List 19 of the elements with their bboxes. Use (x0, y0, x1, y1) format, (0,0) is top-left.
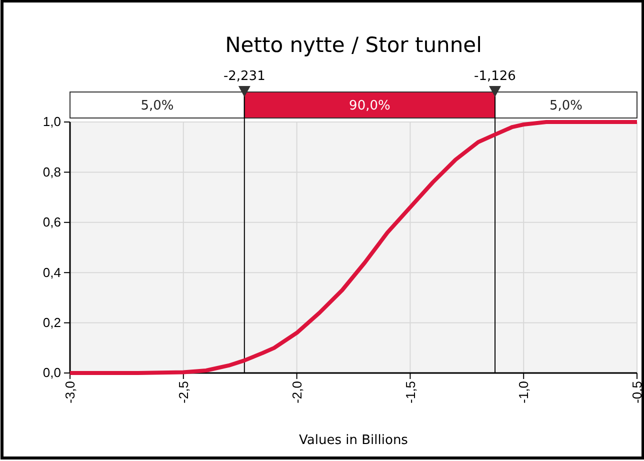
y-tick-label: 0,8 (42, 164, 61, 180)
y-tick-label: 1,0 (42, 114, 61, 130)
y-tick-label: 0,4 (42, 264, 61, 280)
x-tick-label: -2,5 (176, 381, 191, 404)
ref-line-label: -1,126 (474, 69, 516, 84)
x-tick-label: -3,0 (62, 381, 78, 404)
x-tick-label: -2,0 (289, 381, 304, 404)
x-tick-label: -1,0 (516, 381, 532, 404)
text: 90,0% (349, 98, 390, 114)
y-tick-label: 0,6 (42, 214, 61, 230)
ref-line-label: -2,231 (223, 69, 266, 84)
text: 5,0% (140, 98, 174, 114)
text: 5,0% (549, 98, 583, 114)
chart-title: Netto nytte / Stor tunnel (225, 33, 482, 57)
y-tick-label: 0,0 (42, 365, 61, 380)
x-tick-label: -1,5 (402, 381, 418, 404)
x-tick-label: -0,5 (630, 381, 644, 404)
x-axis-title: Values in Billions (299, 433, 408, 448)
y-tick-label: 0,2 (42, 314, 61, 330)
